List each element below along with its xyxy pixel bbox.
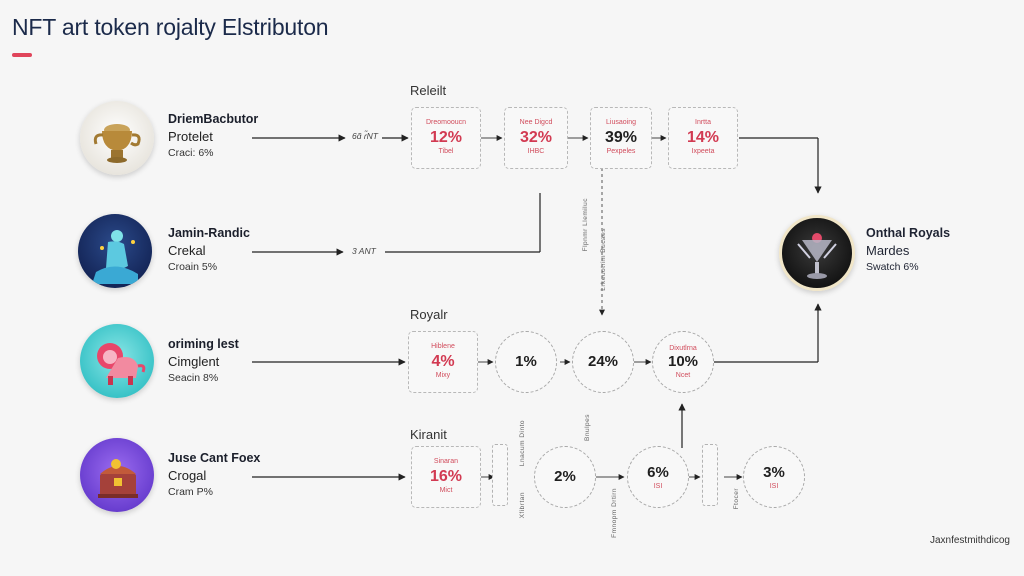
royalty-box[interactable]: Sinaran 16% Mict [411,446,481,508]
royalty-circle[interactable]: 2% [534,446,596,508]
royalty-box[interactable]: Dreomooucn 12% Tibel [411,107,481,169]
circle-caption: ISI [769,482,779,490]
receiver-name: Onthal Royals [866,226,951,240]
box-caption: Dreomooucn [425,119,467,126]
section-label-bottom: Kiranit [410,427,447,442]
creator-share: Seacin 8% [168,372,219,384]
vertical-label: Lrkeuotrim Bucaes [600,228,607,291]
receiver-role: Mardes [866,243,910,258]
creator-role: Crogal [168,468,207,483]
section-label-middle: Royalr [410,307,448,322]
pink-lion-icon[interactable] [80,324,154,398]
placeholder-slot [492,444,508,506]
creator-share: Croain 5% [168,261,218,273]
royalty-circle[interactable]: 1% [495,331,557,393]
box-caption: Nee Digcd [519,119,553,126]
box-caption: Mict [439,487,453,494]
box-percentage: 32% [519,129,553,146]
circle-percentage: 24% [587,353,619,370]
box-caption: Tibel [438,148,454,155]
section-label-top: Releilt [410,83,447,98]
box-caption: Inrtta [695,119,711,126]
vertical-label: Flpnmr Llemiluc [582,198,589,252]
royalty-box[interactable]: Hiblene 4% Mixy [408,331,478,393]
page-title: NFT art token rojalty Elstributon [12,14,329,40]
circle-percentage: 1% [515,353,537,370]
creator-edge-label: 3 ANT [352,246,376,256]
box-caption: Sinaran [433,458,459,465]
box-caption: Liusaoing [606,119,636,126]
royalty-box[interactable]: Inrtta 14% Ixpeeta [668,107,738,169]
box-percentage: 14% [686,129,720,146]
vertical-label: Xfibrtan [519,492,526,519]
circle-percentage: 3% [763,463,785,481]
circle-caption: Dixutlrna [669,345,697,352]
creator-share: Cram P% [168,486,213,498]
creator-role: Protelet [168,129,213,144]
creator-role: Crekal [168,243,206,258]
creator-edge-label: 6ɑ̃ ɾ̃NT [352,131,378,141]
royalty-circle[interactable]: 6% ISI [627,446,689,508]
royalty-circle[interactable]: 24% [572,331,634,393]
royalty-box[interactable]: Liusaoing 39% Pexpeles [590,107,652,169]
royalty-box[interactable]: Nee Digcd 32% IHBC [504,107,568,169]
vertical-label: Lnacum Dinto [519,420,526,467]
circle-percentage: 2% [554,468,576,485]
vertical-label: Fmnopm Drtirn [611,488,618,538]
creator-name: DriemBacbutor [168,112,259,126]
vertical-label: Bnulpes [584,414,591,441]
creator-role: Cimglent [168,354,220,369]
royalty-circle[interactable]: Dixutlrna 10% Ncet [652,331,714,393]
royalty-circle[interactable]: 3% ISI [743,446,805,508]
circle-caption: ISI [653,482,663,490]
treasure-chest-icon[interactable] [80,438,154,512]
creator-name: oriming lest [168,337,239,351]
creator-name: Juse Cant Foex [168,451,261,465]
creator-name: Jamin-Randic [168,226,250,240]
box-percentage: 4% [431,353,455,370]
creator-share: Craci: 6% [168,147,214,159]
circle-caption: Ncet [675,372,691,379]
blue-figure-icon[interactable] [78,214,152,288]
receiver-share: Swatch 6% [866,261,919,273]
box-caption: Mixy [435,372,451,379]
title-underline [12,53,32,57]
box-percentage: 39% [604,129,638,146]
box-caption: Hiblene [431,343,455,350]
circle-percentage: 10% [667,353,699,370]
footer-text: Jaxnfestmithdicog [929,535,1010,546]
crystal-chalice-icon[interactable] [779,215,855,291]
box-caption: Pexpeles [606,148,636,155]
placeholder-slot [702,444,718,506]
box-caption: IHBC [527,148,545,155]
vertical-label: Ftocer [733,488,740,510]
box-percentage: 12% [429,129,463,146]
golden-teapot-icon[interactable] [80,101,154,175]
box-percentage: 16% [429,468,463,485]
circle-percentage: 6% [647,463,669,481]
box-caption: Ixpeeta [691,148,715,155]
